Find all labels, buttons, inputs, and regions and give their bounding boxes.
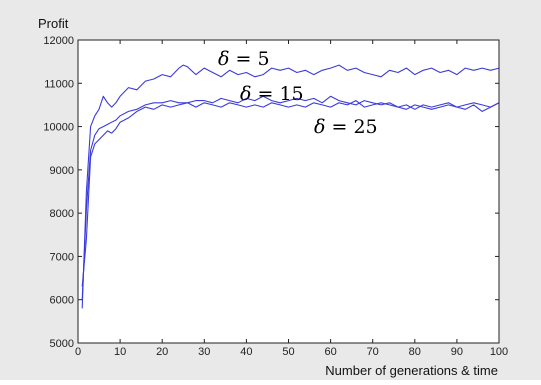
series-annotation-delta-25: δ = 25	[314, 116, 378, 138]
x-axis-label: Number of generations & time	[325, 363, 498, 378]
tick-layer: 0 10 20 30 40 50 60 70 80 90 100 5000 6000 7000 8000 90…	[43, 35, 508, 358]
annotation-value: = 25	[325, 116, 377, 138]
x-tick-label: 20	[156, 346, 168, 358]
y-tick-label: 6000	[50, 295, 74, 307]
x-tick-label: 40	[240, 346, 252, 358]
annotation-symbol: δ	[218, 48, 229, 70]
series-annotation-delta-5: δ = 5	[218, 48, 270, 70]
series-layer	[81, 64, 500, 309]
y-tick-label: 7000	[50, 251, 74, 263]
x-tick-label: 90	[451, 346, 463, 358]
y-axis-label: Profit	[38, 16, 69, 31]
series-line-2	[81, 95, 500, 300]
x-tick-label: 10	[114, 346, 126, 358]
x-tick-label: 80	[409, 346, 421, 358]
annotation-symbol: δ	[240, 83, 251, 105]
y-tick-label: 8000	[50, 208, 74, 220]
annotation-value: = 15	[251, 83, 303, 105]
y-tick-label: 9000	[50, 165, 74, 177]
series-line-1	[81, 64, 500, 309]
annotation-value: = 5	[229, 48, 269, 70]
y-tick-label: 5000	[50, 338, 74, 350]
x-tick-label: 50	[282, 346, 294, 358]
x-tick-label: 100	[490, 346, 508, 358]
plot-background	[78, 40, 499, 343]
y-tick-label: 10000	[43, 122, 74, 134]
annotation-symbol: δ	[314, 116, 325, 138]
series-annotation-delta-15: δ = 15	[240, 83, 304, 105]
series-line-3	[81, 100, 500, 287]
y-tick-label: 12000	[43, 35, 74, 47]
y-tick-label: 11000	[44, 78, 74, 90]
x-tick-label: 30	[198, 346, 210, 358]
x-tick-label: 70	[367, 346, 379, 358]
x-tick-label: 60	[324, 346, 336, 358]
x-tick-label: 0	[75, 346, 81, 358]
